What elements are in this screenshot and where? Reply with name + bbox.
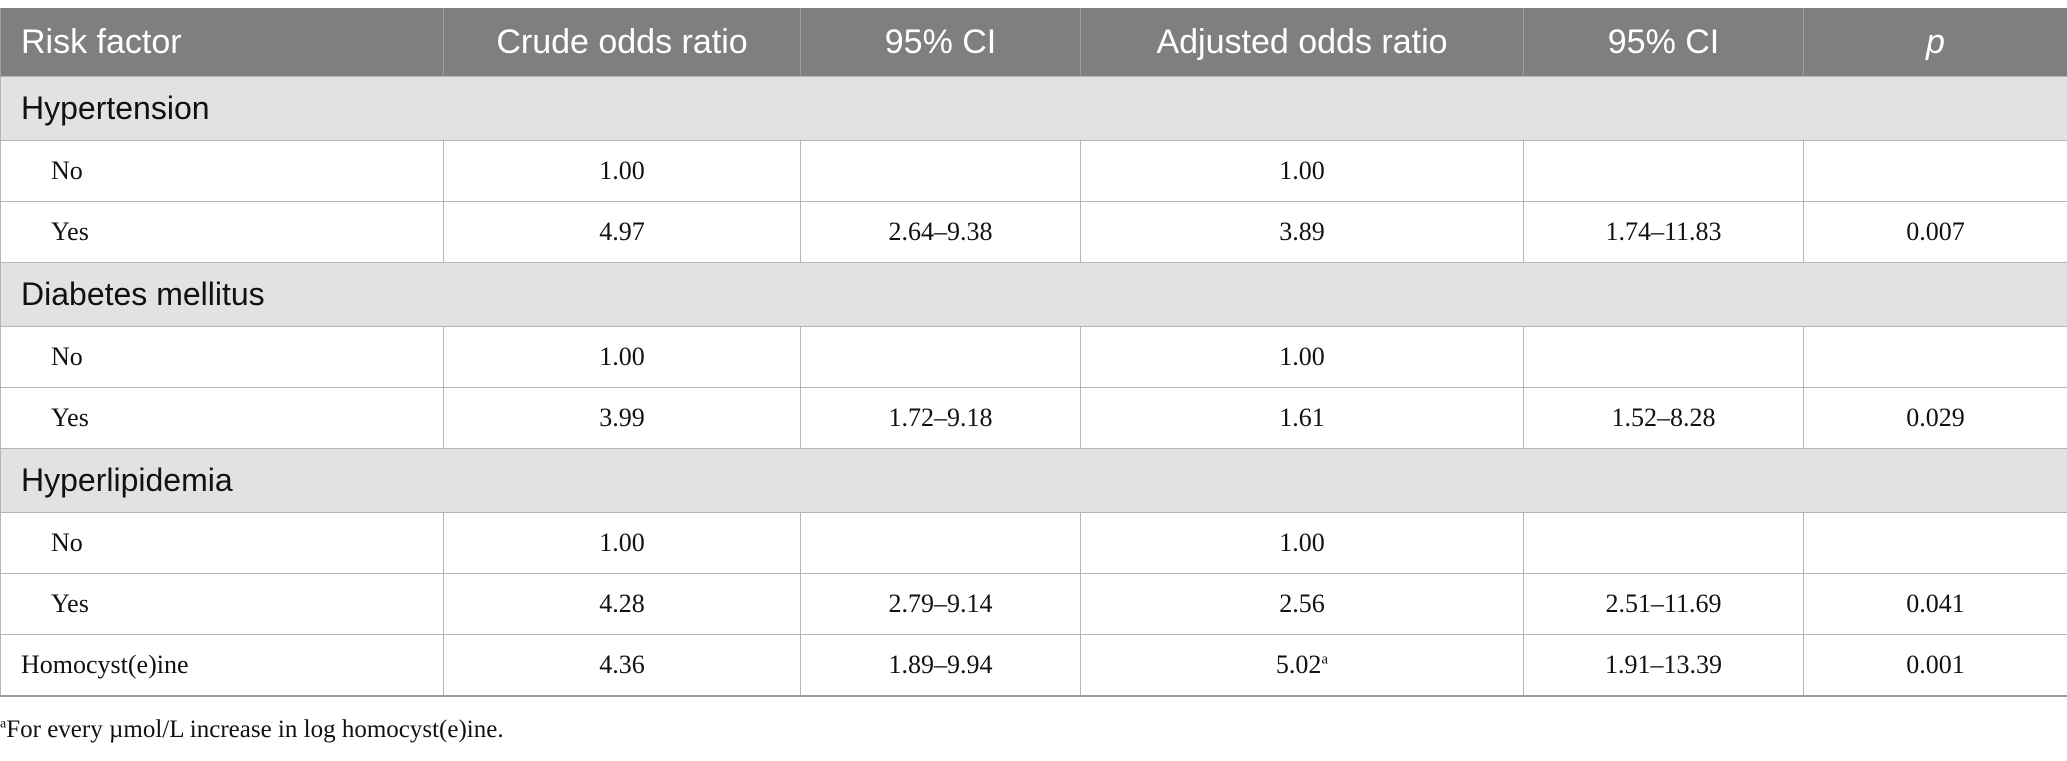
adjusted-ci-cell: 1.74–11.83 xyxy=(1523,201,1804,263)
header-adjusted-odds-ratio: Adjusted odds ratio xyxy=(1080,8,1524,77)
group-label: Hyperlipidemia xyxy=(0,448,2067,513)
row-label: No xyxy=(0,512,444,574)
header-row: Risk factor Crude odds ratio 95% CI Adju… xyxy=(0,8,2067,77)
header-risk-factor: Risk factor xyxy=(0,8,444,77)
table-row-homocysteine: Homocyst(e)ine 4.36 1.89–9.94 5.02a 1.91… xyxy=(0,634,2067,697)
p-value-cell: 0.007 xyxy=(1803,201,2067,263)
p-value-cell: 0.001 xyxy=(1803,634,2067,697)
header-crude-ci: 95% CI xyxy=(800,8,1081,77)
table-footnote: aFor every µmol/L increase in log homocy… xyxy=(0,716,504,744)
group-row-hypertension: Hypertension xyxy=(0,76,2067,141)
crude-ci-cell xyxy=(800,512,1081,574)
adjusted-or-cell: 5.02a xyxy=(1080,634,1524,697)
odds-ratio-table: Risk factor Crude odds ratio 95% CI Adju… xyxy=(0,8,2067,697)
adjusted-ci-cell: 1.52–8.28 xyxy=(1523,387,1804,449)
adjusted-ci-cell: 2.51–11.69 xyxy=(1523,573,1804,635)
crude-or-cell: 4.97 xyxy=(443,201,801,263)
row-label: No xyxy=(0,326,444,388)
crude-or-cell: 4.36 xyxy=(443,634,801,697)
adjusted-or-value: 5.02 xyxy=(1275,650,1322,679)
p-value-cell: 0.041 xyxy=(1803,573,2067,635)
table-row: No 1.00 1.00 xyxy=(0,140,2067,202)
crude-or-cell: 1.00 xyxy=(443,326,801,388)
table-row: No 1.00 1.00 xyxy=(0,512,2067,574)
table-row: Yes 3.99 1.72–9.18 1.61 1.52–8.28 0.029 xyxy=(0,387,2067,449)
row-label: Yes xyxy=(0,201,444,263)
header-p-value: p xyxy=(1803,8,2067,77)
crude-ci-cell: 2.79–9.14 xyxy=(800,573,1081,635)
row-label: Homocyst(e)ine xyxy=(0,634,444,697)
adjusted-or-cell: 1.00 xyxy=(1080,140,1524,202)
footnote-text: For every µmol/L increase in log homocys… xyxy=(6,716,504,743)
adjusted-or-cell: 1.61 xyxy=(1080,387,1524,449)
p-value-cell xyxy=(1803,326,2067,388)
crude-or-cell: 4.28 xyxy=(443,573,801,635)
p-value-cell xyxy=(1803,140,2067,202)
header-adjusted-ci: 95% CI xyxy=(1523,8,1804,77)
crude-ci-cell: 2.64–9.38 xyxy=(800,201,1081,263)
adjusted-ci-cell: 1.91–13.39 xyxy=(1523,634,1804,697)
row-label: No xyxy=(0,140,444,202)
crude-or-cell: 1.00 xyxy=(443,512,801,574)
adjusted-ci-cell xyxy=(1523,326,1804,388)
group-row-hyperlipidemia: Hyperlipidemia xyxy=(0,448,2067,513)
crude-ci-cell: 1.72–9.18 xyxy=(800,387,1081,449)
crude-or-cell: 3.99 xyxy=(443,387,801,449)
adjusted-ci-cell xyxy=(1523,512,1804,574)
group-row-diabetes-mellitus: Diabetes mellitus xyxy=(0,262,2067,327)
crude-ci-cell xyxy=(800,326,1081,388)
row-label: Yes xyxy=(0,387,444,449)
adjusted-or-cell: 1.00 xyxy=(1080,512,1524,574)
crude-ci-cell: 1.89–9.94 xyxy=(800,634,1081,697)
p-value-cell xyxy=(1803,512,2067,574)
results-table-container: Risk factor Crude odds ratio 95% CI Adju… xyxy=(0,8,2067,697)
header-crude-odds-ratio: Crude odds ratio xyxy=(443,8,801,77)
table-row: Yes 4.28 2.79–9.14 2.56 2.51–11.69 0.041 xyxy=(0,573,2067,635)
group-label: Hypertension xyxy=(0,76,2067,141)
crude-or-cell: 1.00 xyxy=(443,140,801,202)
crude-ci-cell xyxy=(800,140,1081,202)
adjusted-or-cell: 3.89 xyxy=(1080,201,1524,263)
footnote-marker: a xyxy=(1321,651,1329,668)
table-row: Yes 4.97 2.64–9.38 3.89 1.74–11.83 0.007 xyxy=(0,201,2067,263)
footnote-mark: a xyxy=(0,716,7,732)
row-label: Yes xyxy=(0,573,444,635)
table-row: No 1.00 1.00 xyxy=(0,326,2067,388)
p-value-cell: 0.029 xyxy=(1803,387,2067,449)
group-label: Diabetes mellitus xyxy=(0,262,2067,327)
adjusted-ci-cell xyxy=(1523,140,1804,202)
adjusted-or-cell: 2.56 xyxy=(1080,573,1524,635)
adjusted-or-cell: 1.00 xyxy=(1080,326,1524,388)
